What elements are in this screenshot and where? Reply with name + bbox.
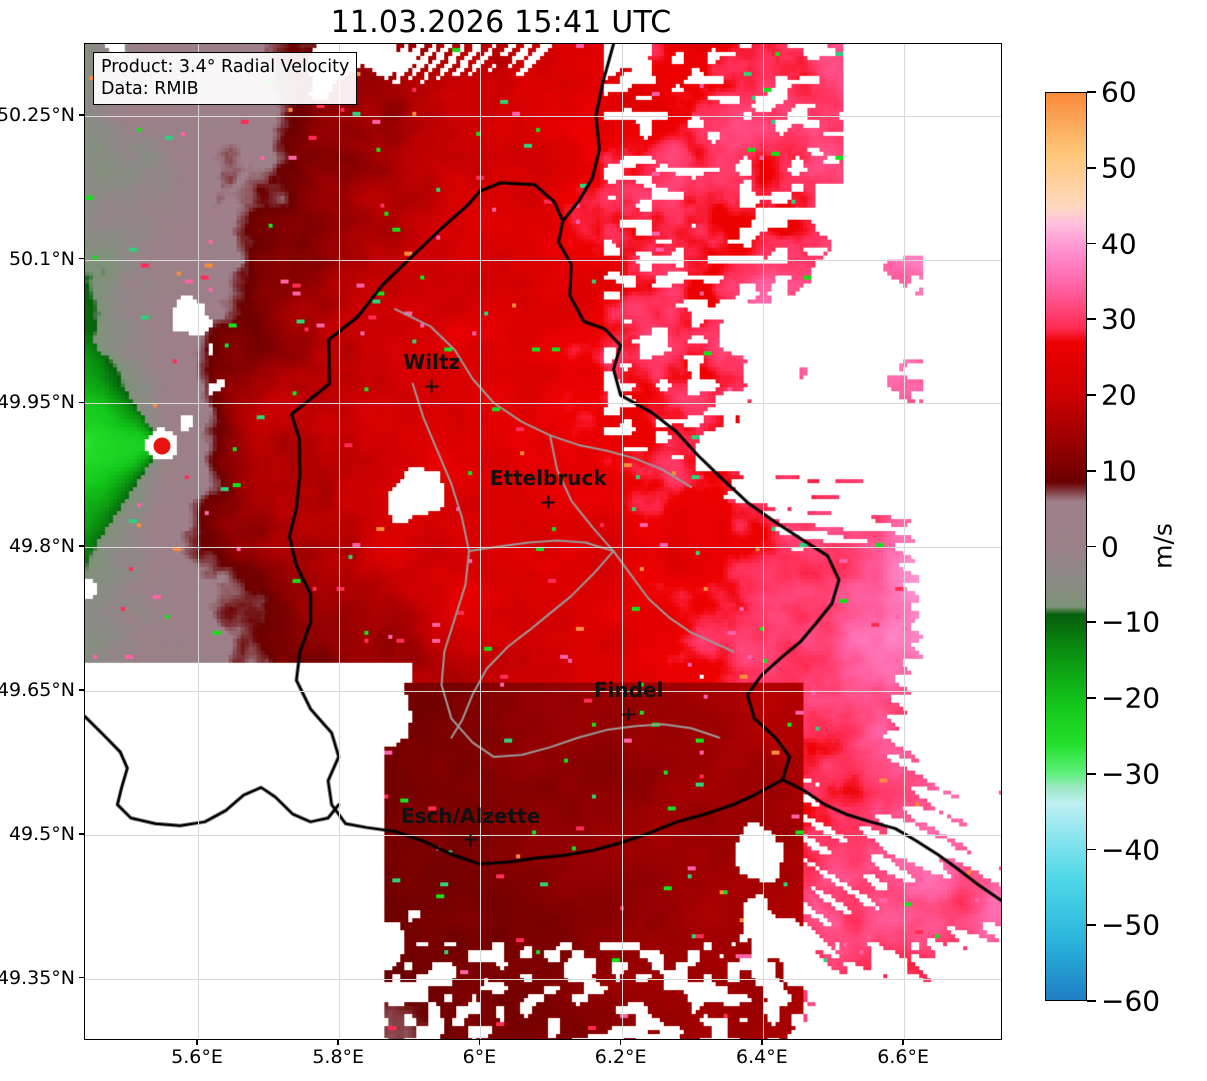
- latitude-tick-mark: [79, 689, 84, 691]
- city-label: Esch/Alzette: [400, 803, 541, 828]
- longitude-tick-label: 6.6°E: [877, 1046, 929, 1068]
- grid-line-vertical: [480, 44, 482, 1039]
- longitude-tick-label: 5.8°E: [312, 1046, 365, 1068]
- colorbar-tick-label: −50: [1101, 908, 1161, 942]
- city-cross-icon: [425, 379, 439, 393]
- colorbar-tick: [1087, 91, 1096, 93]
- latitude-tick-label: 50.1°N: [8, 247, 75, 270]
- longitude-tick-mark: [761, 1040, 763, 1045]
- product-info-box: Product: 3.4° Radial Velocity Data: RMIB: [93, 52, 358, 105]
- colorbar-tick-label: 30: [1101, 302, 1137, 336]
- colorbar-tick: [1087, 469, 1096, 472]
- latitude-tick-label: 49.8°N: [8, 535, 75, 558]
- colorbar-tick-label: −10: [1101, 605, 1161, 639]
- colorbar-tick: [1087, 848, 1096, 851]
- grid-line-horizontal: [85, 115, 1001, 117]
- colorbar-tick: [1087, 242, 1096, 245]
- colorbar-tick-label: −20: [1101, 681, 1161, 715]
- colorbar-tick: [1087, 697, 1096, 699]
- longitude-tick-mark: [196, 1040, 198, 1045]
- longitude-tick-label: 5.6°E: [171, 1046, 223, 1068]
- longitude-tick-mark: [478, 1040, 481, 1045]
- grid-line-horizontal: [85, 834, 1001, 836]
- latitude-tick-mark: [79, 257, 84, 260]
- longitude-tick-label: 6°E: [462, 1046, 497, 1068]
- latitude-tick-mark: [79, 401, 84, 404]
- colorbar-tick: [1087, 545, 1096, 548]
- latitude-tick-label: 49.95°N: [0, 391, 75, 414]
- grid-line-horizontal: [85, 403, 1001, 405]
- latitude-tick-mark: [79, 545, 84, 548]
- colorbar-tick-label: 20: [1101, 378, 1137, 412]
- colorbar-tick-label: −30: [1101, 757, 1161, 791]
- velocity-colorbar[interactable]: [1045, 92, 1087, 1001]
- latitude-tick-label: 49.5°N: [8, 822, 75, 845]
- colorbar-tick-label: 0: [1101, 530, 1119, 563]
- colorbar-tick: [1087, 924, 1096, 927]
- city-label: Wiltz: [403, 350, 461, 375]
- colorbar-tick: [1087, 166, 1096, 169]
- radar-reflectivity-canvas: [85, 44, 1001, 1039]
- grid-line-horizontal: [85, 547, 1001, 549]
- longitude-tick-mark: [619, 1040, 622, 1045]
- city-cross-icon: [622, 707, 636, 721]
- grid-line-vertical: [904, 44, 906, 1039]
- colorbar-tick: [1087, 772, 1096, 775]
- latitude-tick-mark: [79, 976, 84, 979]
- city-label: Findel: [593, 678, 664, 703]
- longitude-tick-mark: [337, 1040, 339, 1045]
- colorbar-tick-label: 40: [1101, 227, 1137, 260]
- colorbar-tick: [1087, 318, 1096, 321]
- colorbar-tick-label: −40: [1101, 833, 1161, 866]
- colorbar-tick-label: −60: [1101, 984, 1161, 1018]
- city-cross-icon: [464, 833, 478, 847]
- grid-line-horizontal: [85, 978, 1001, 980]
- radar-map-plot[interactable]: Wiltz Ettelbruck Findel Esch/Alzette Produc…: [84, 43, 1002, 1040]
- colorbar-tick: [1087, 394, 1096, 396]
- grid-line-horizontal: [85, 259, 1001, 261]
- colorbar-tick-label: 50: [1101, 151, 1137, 185]
- grid-line-horizontal: [85, 691, 1001, 693]
- city-label: Ettelbruck: [489, 466, 607, 491]
- grid-line-vertical: [762, 44, 764, 1039]
- data-source-line: Data: RMIB: [101, 79, 199, 99]
- grid-line-vertical: [621, 44, 623, 1039]
- page-title: 11.03.2026 15:41 UTC: [330, 5, 672, 40]
- longitude-tick-label: 6.2°E: [594, 1046, 647, 1068]
- colorbar-tick: [1087, 621, 1096, 624]
- longitude-tick-mark: [902, 1040, 904, 1045]
- latitude-tick-label: 49.65°N: [0, 679, 75, 702]
- colorbar-gradient: [1046, 93, 1086, 1000]
- radar-station-marker[interactable]: [153, 437, 171, 455]
- colorbar-unit-label: m/s: [1148, 523, 1178, 569]
- longitude-tick-label: 6.4°E: [736, 1046, 788, 1068]
- latitude-tick-mark: [79, 833, 84, 835]
- city-cross-icon: [541, 495, 555, 509]
- grid-line-vertical: [339, 44, 341, 1039]
- grid-line-vertical: [197, 44, 199, 1039]
- latitude-tick-mark: [79, 114, 84, 116]
- latitude-tick-label: 50.25°N: [0, 103, 75, 126]
- product-line: Product: 3.4° Radial Velocity: [101, 57, 350, 77]
- colorbar-tick-label: 10: [1101, 454, 1137, 488]
- colorbar-tick-label: 60: [1101, 75, 1137, 109]
- latitude-tick-label: 49.35°N: [0, 966, 75, 989]
- colorbar-tick: [1087, 1000, 1096, 1002]
